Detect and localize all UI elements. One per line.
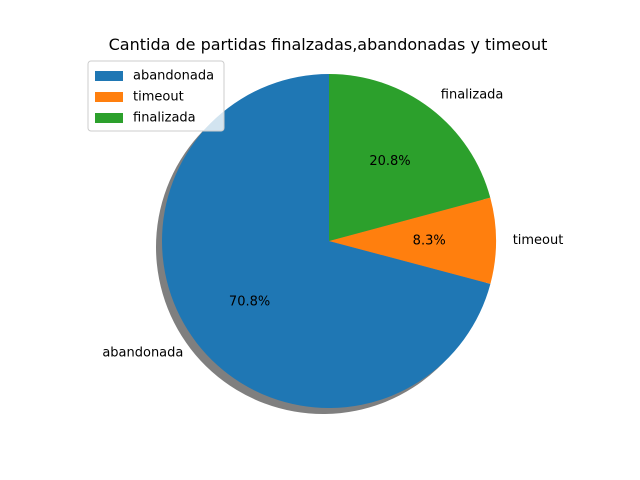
percent-label-timeout: 8.3%	[413, 233, 446, 248]
pie-slice-timeout	[329, 197, 497, 284]
slice-label-abandonada: abandonada	[102, 346, 183, 361]
slice-labels: abandonada timeout finalizada	[102, 88, 563, 361]
legend-label-finalizada: finalizada	[133, 111, 196, 126]
legend-swatch-finalizada	[95, 113, 123, 123]
legend-label-timeout: timeout	[133, 90, 184, 105]
percent-label-abandonada: 70.8%	[229, 295, 270, 310]
slice-label-timeout: timeout	[513, 233, 564, 248]
slice-label-finalizada: finalizada	[441, 88, 504, 103]
legend-label-abandonada: abandonada	[133, 69, 214, 84]
pie-slices	[161, 73, 497, 409]
legend-swatch-timeout	[95, 92, 123, 102]
pie-slice-abandonada	[161, 74, 491, 409]
legend: abandonada timeout finalizada	[87, 60, 225, 132]
percent-label-finalizada: 20.8%	[369, 154, 410, 169]
chart-title: Cantida de partidas finalzadas,abandonad…	[109, 35, 548, 54]
legend-swatch-abandonada	[95, 71, 123, 81]
percent-labels: 70.8% 8.3% 20.8%	[229, 154, 446, 310]
pie-slice-finalizada	[329, 73, 491, 241]
